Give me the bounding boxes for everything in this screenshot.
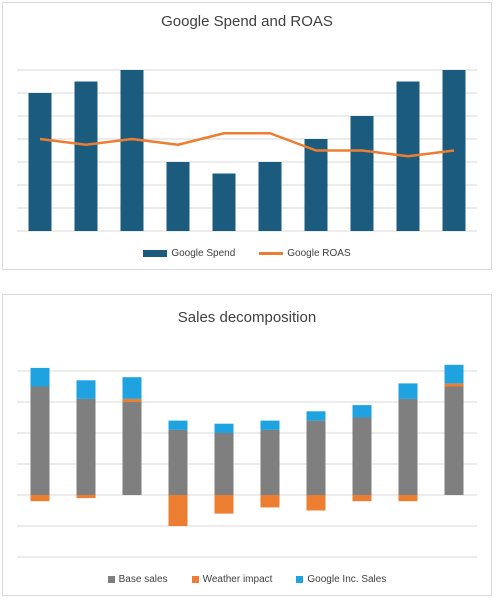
legend-item-weather: Weather impact [191, 574, 273, 585]
spend-bar [258, 162, 282, 231]
base-sales-bar [76, 398, 96, 495]
legend-item-google: Google Inc. Sales [296, 574, 386, 585]
weather-impact-bar [214, 495, 234, 514]
legend-label-base: Base sales [118, 574, 168, 585]
legend-label-google: Google Inc. Sales [307, 574, 387, 585]
google-sales-bar [214, 423, 234, 433]
legend-label-spend: Google Spend [171, 248, 236, 259]
spend-bar [304, 139, 328, 231]
sales-decomposition-plot [17, 364, 477, 558]
google-sales-bar [260, 420, 280, 430]
weather-impact-bar [352, 495, 372, 502]
weather-impact-bar [398, 495, 418, 502]
base-sales-bar [122, 402, 142, 495]
weather-impact-bar [122, 398, 142, 402]
base-sales-bar [444, 386, 464, 495]
google-sales-bar [352, 405, 372, 418]
legend-label-roas: Google ROAS [287, 248, 351, 259]
spend-bar [74, 81, 98, 231]
weather-impact-bar [306, 495, 326, 511]
base-sales-bar [260, 429, 280, 495]
spend-bar [120, 70, 144, 231]
spend-bar [28, 93, 52, 231]
base-sales-bar [352, 417, 372, 495]
legend: Base sales Weather impact Google Inc. Sa… [3, 574, 491, 585]
weather-impact-bar [260, 495, 280, 508]
legend-swatch-roas [259, 252, 284, 255]
spend-roas-chart: Google Spend and ROAS Google Spend Googl… [2, 2, 492, 270]
legend-item-base: Base sales [107, 574, 168, 585]
chart-title: Sales decomposition [177, 309, 317, 326]
base-sales-bar [214, 433, 234, 495]
legend-item-roas: Google ROAS [259, 248, 351, 259]
weather-impact-bar [168, 495, 188, 526]
chart-title: Google Spend and ROAS [161, 13, 333, 30]
spend-bar [166, 162, 190, 231]
spend-bar [350, 116, 374, 231]
legend-label-weather: Weather impact [202, 574, 273, 585]
spend-bar [212, 173, 236, 231]
google-sales-bar [306, 411, 326, 421]
legend: Google Spend Google ROAS [3, 248, 491, 259]
base-sales-bar [168, 429, 188, 495]
google-sales-bar [444, 364, 464, 384]
legend-swatch-base [107, 576, 115, 583]
spend-roas-plot [17, 69, 477, 232]
base-sales-bar [30, 386, 50, 495]
google-sales-bar [168, 420, 188, 430]
legend-swatch-weather [191, 576, 199, 583]
weather-impact-bar [30, 495, 50, 502]
google-sales-bar [30, 367, 50, 387]
legend-item-spend: Google Spend [143, 248, 235, 259]
google-sales-bar [76, 380, 96, 399]
legend-swatch-spend [143, 250, 168, 257]
sales-decomposition-chart: Sales decomposition Base sales Weather i… [2, 294, 492, 596]
weather-impact-bar [76, 495, 96, 499]
google-sales-bar [398, 383, 418, 399]
roas-line [39, 132, 455, 158]
base-sales-bar [306, 420, 326, 495]
legend-swatch-google [296, 576, 304, 583]
weather-impact-bar [444, 383, 464, 387]
google-sales-bar [122, 377, 142, 399]
base-sales-bar [398, 398, 418, 495]
